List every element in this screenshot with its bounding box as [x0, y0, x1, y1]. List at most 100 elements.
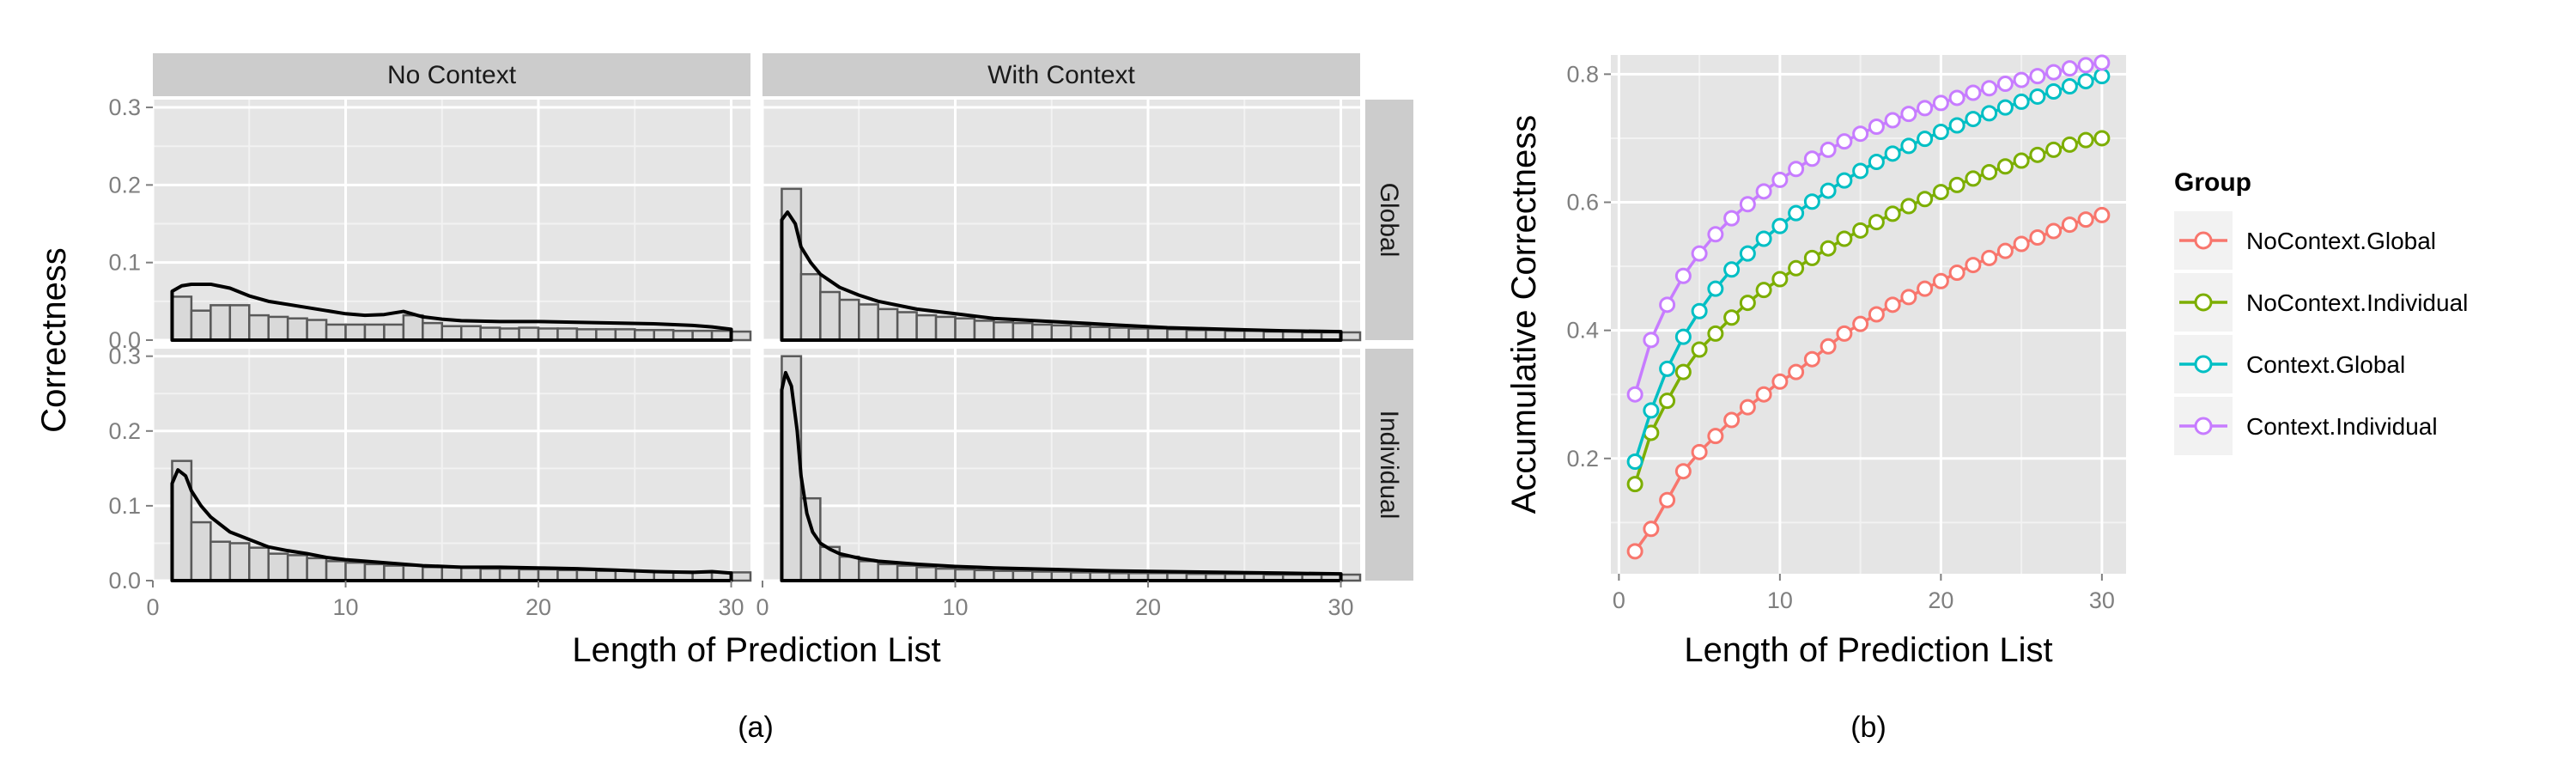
histogram-bar: [799, 272, 822, 342]
data-point: [1674, 267, 1692, 284]
histogram-bar: [402, 313, 424, 342]
x-tick-label: 10: [332, 594, 358, 620]
data-point: [1723, 261, 1741, 278]
data-point: [1723, 309, 1741, 326]
y-axis-title: Correctness: [35, 247, 73, 433]
histogram-bar: [858, 560, 879, 582]
data-point: [2077, 73, 2094, 90]
facet-panel: [761, 100, 1362, 342]
histogram-bar: [363, 323, 386, 342]
data-point: [2045, 141, 2063, 158]
data-point: [1674, 463, 1692, 480]
histogram-bar: [1127, 327, 1150, 342]
facet-panel: [151, 349, 752, 582]
histogram-bar: [973, 320, 995, 342]
data-point: [2045, 83, 2063, 100]
legend-key-marker: [2194, 355, 2213, 374]
histogram-bar: [306, 557, 328, 582]
density-curve: [780, 210, 1343, 342]
data-point: [2093, 68, 2111, 85]
histogram-bar: [1089, 326, 1111, 342]
y-tick-label: 0.3: [108, 344, 141, 369]
data-point: [2013, 93, 2030, 110]
histogram-bar: [383, 564, 405, 582]
facet-panel: [151, 100, 752, 342]
data-point: [1868, 119, 1885, 136]
histogram-bar: [1340, 573, 1362, 582]
facet-panel: [761, 349, 1362, 582]
data-point: [2093, 130, 2111, 147]
data-point: [1948, 89, 1965, 107]
data-point: [1852, 125, 1869, 143]
data-point: [1868, 214, 1885, 231]
histogram-bar: [781, 187, 803, 342]
facet-strip-row: [1365, 349, 1413, 581]
figure-caption: (a): [738, 711, 774, 744]
data-point: [1932, 184, 1949, 201]
data-point: [2029, 68, 2046, 85]
data-point: [1917, 100, 1934, 117]
histogram-bar: [858, 303, 879, 342]
data-point: [1981, 249, 1998, 266]
histogram-bar: [190, 520, 212, 582]
data-point: [1868, 306, 1885, 323]
histogram-bar: [1108, 326, 1130, 342]
x-tick-label: 0: [756, 594, 769, 620]
x-tick-label: 20: [1928, 587, 1953, 613]
y-tick-label: 0.3: [108, 94, 141, 120]
data-point: [1626, 386, 1643, 403]
data-point: [2077, 57, 2094, 74]
data-point: [1643, 402, 1660, 419]
legend-label: Context.Global: [2246, 351, 2405, 378]
data-point: [1674, 328, 1692, 345]
data-point: [1659, 393, 1676, 410]
histogram-bar: [1031, 323, 1054, 342]
legend-key-marker: [2194, 417, 2213, 435]
data-point: [1948, 117, 1965, 134]
data-point: [1691, 341, 1708, 358]
y-axis-title: Accumulative Correctness: [1505, 115, 1543, 514]
legend-label: NoContext.Individual: [2246, 289, 2468, 316]
data-point: [2061, 136, 2078, 153]
histogram-bar: [479, 326, 501, 342]
data-point: [1739, 399, 1756, 416]
x-tick-label: 30: [2089, 587, 2115, 613]
data-point: [1643, 332, 1660, 349]
histogram-bar: [1069, 325, 1091, 342]
data-point: [1803, 193, 1820, 210]
data-point: [2013, 71, 2030, 88]
data-point: [1739, 295, 1756, 312]
y-tick-label: 0.1: [108, 493, 141, 519]
data-point: [1996, 158, 2014, 175]
histogram-bar: [954, 317, 976, 342]
data-point: [1900, 198, 1917, 215]
histogram-bar: [422, 566, 444, 582]
data-point: [1981, 105, 1998, 122]
data-point: [1788, 363, 1805, 380]
facet-strip-label: With Context: [987, 61, 1135, 89]
data-point: [1820, 141, 1837, 158]
x-tick-label: 0: [146, 594, 159, 620]
facet-strip-label: Global: [1375, 183, 1403, 258]
data-point: [1948, 265, 1965, 282]
data-point: [2061, 60, 2078, 77]
histogram-bar: [1012, 321, 1034, 342]
data-point: [1707, 428, 1724, 445]
histogram-bar: [267, 315, 289, 342]
histogram-bar: [877, 307, 899, 342]
data-point: [1932, 94, 1949, 112]
data-point: [1803, 249, 1820, 266]
histogram-bar: [993, 320, 1015, 342]
data-point: [1965, 257, 1982, 274]
data-point: [2045, 222, 2063, 240]
data-point: [1739, 196, 1756, 213]
data-point: [2077, 131, 2094, 149]
panel-background: [153, 100, 750, 340]
data-point: [1981, 80, 1998, 97]
histogram-bar: [915, 566, 938, 582]
histogram-bar: [344, 561, 367, 582]
data-point: [1900, 289, 1917, 306]
data-point: [1965, 111, 1982, 128]
data-point: [2013, 152, 2030, 169]
histogram-bar: [383, 323, 405, 342]
